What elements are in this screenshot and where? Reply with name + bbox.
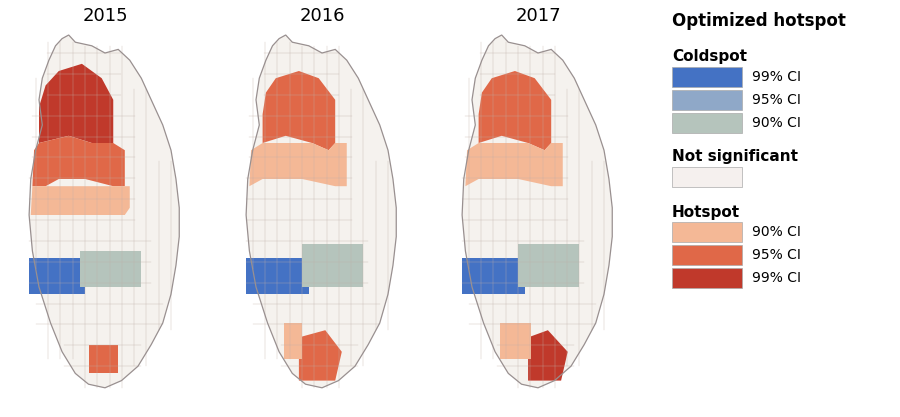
Polygon shape [263,71,335,150]
Polygon shape [462,35,612,388]
Polygon shape [246,35,396,388]
Text: 2015: 2015 [82,7,128,25]
Bar [672,167,742,187]
Polygon shape [88,344,118,373]
Polygon shape [32,136,125,186]
Text: 90% CI: 90% CI [752,116,801,130]
Polygon shape [465,143,562,186]
Polygon shape [284,323,302,359]
Polygon shape [462,258,525,294]
Text: 95% CI: 95% CI [752,248,801,262]
Polygon shape [29,258,86,294]
Text: Hotspot: Hotspot [672,205,740,220]
Polygon shape [479,71,551,150]
Text: Not significant: Not significant [672,149,798,164]
Polygon shape [39,64,113,150]
Text: 90% CI: 90% CI [752,225,801,239]
Polygon shape [528,330,568,381]
Polygon shape [249,143,346,186]
Bar [672,245,742,265]
Polygon shape [29,35,179,388]
Text: Coldspot: Coldspot [672,49,747,64]
Polygon shape [302,244,364,287]
Text: Optimized hotspot: Optimized hotspot [672,12,846,30]
Text: 2016: 2016 [299,7,345,25]
Text: 95% CI: 95% CI [752,93,801,107]
Polygon shape [246,258,309,294]
Bar [672,268,742,288]
Polygon shape [299,330,342,381]
Text: 2017: 2017 [515,7,561,25]
Polygon shape [518,244,580,287]
Text: 99% CI: 99% CI [752,70,801,84]
Polygon shape [31,186,130,215]
Text: 99% CI: 99% CI [752,271,801,285]
Bar [672,222,742,242]
Polygon shape [500,323,531,359]
Bar [672,90,742,110]
Polygon shape [80,251,141,287]
Bar [672,113,742,133]
Bar [672,67,742,87]
